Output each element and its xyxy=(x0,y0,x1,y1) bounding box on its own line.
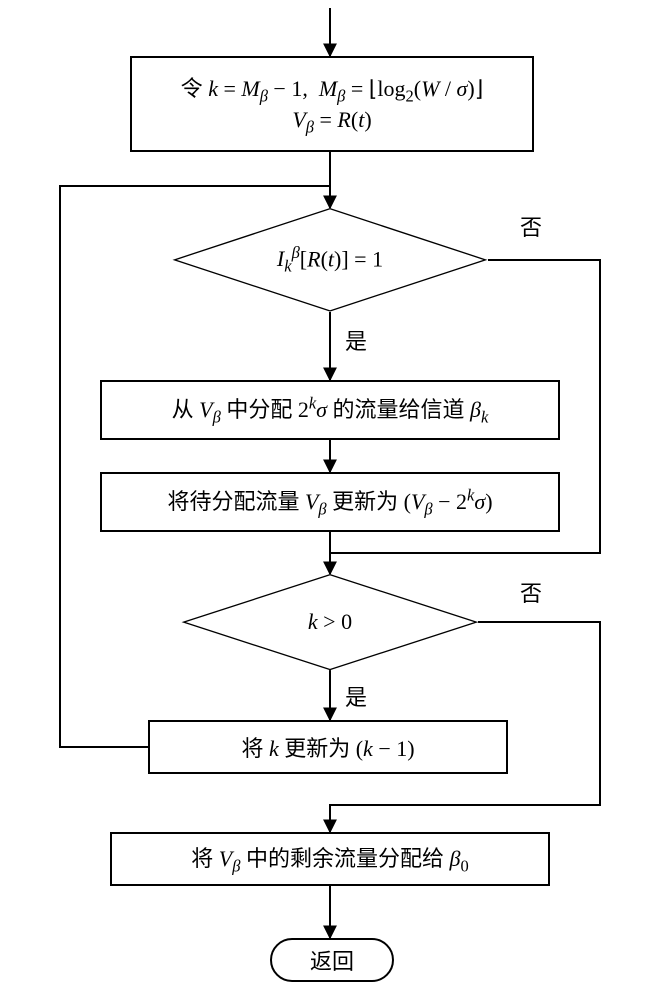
label-dec2-no: 否 xyxy=(520,576,542,608)
node-update-v: 将待分配流量 Vβ 更新为 (Vβ − 2kσ) xyxy=(100,472,560,532)
node-remain: 将 Vβ 中的剩余流量分配给 β0 xyxy=(110,832,550,886)
node-update-v-text: 将待分配流量 Vβ 更新为 (Vβ − 2kσ) xyxy=(167,484,492,519)
node-alloc: 从 Vβ 中分配 2kσ 的流量给信道 βk xyxy=(100,380,560,440)
node-alloc-text: 从 Vβ 中分配 2kσ 的流量给信道 βk xyxy=(172,392,489,427)
flowchart-canvas: 令 k = Mβ − 1, Mβ = ⌊log2(W / σ)⌋ Vβ = R(… xyxy=(0,0,648,1000)
node-init-line1: 令 k = Mβ − 1, Mβ = ⌊log2(W / σ)⌋ xyxy=(181,71,484,106)
label-dec1-no: 否 xyxy=(520,210,542,242)
label-dec2-yes: 是 xyxy=(345,680,367,712)
node-decision-2-label: k > 0 xyxy=(308,609,352,635)
label-dec1-yes: 是 xyxy=(345,324,367,356)
node-update-k-text: 将 k 更新为 (k − 1) xyxy=(241,731,414,763)
node-decision-1-label: Ikβ[R(t)] = 1 xyxy=(277,243,383,277)
node-return-label: 返回 xyxy=(310,944,354,976)
node-init-line2: Vβ = R(t) xyxy=(292,107,371,137)
node-remain-text: 将 Vβ 中的剩余流量分配给 β0 xyxy=(191,841,468,876)
node-init: 令 k = Mβ − 1, Mβ = ⌊log2(W / σ)⌋ Vβ = R(… xyxy=(130,56,534,152)
node-update-k: 将 k 更新为 (k − 1) xyxy=(148,720,508,774)
node-return: 返回 xyxy=(270,938,394,982)
